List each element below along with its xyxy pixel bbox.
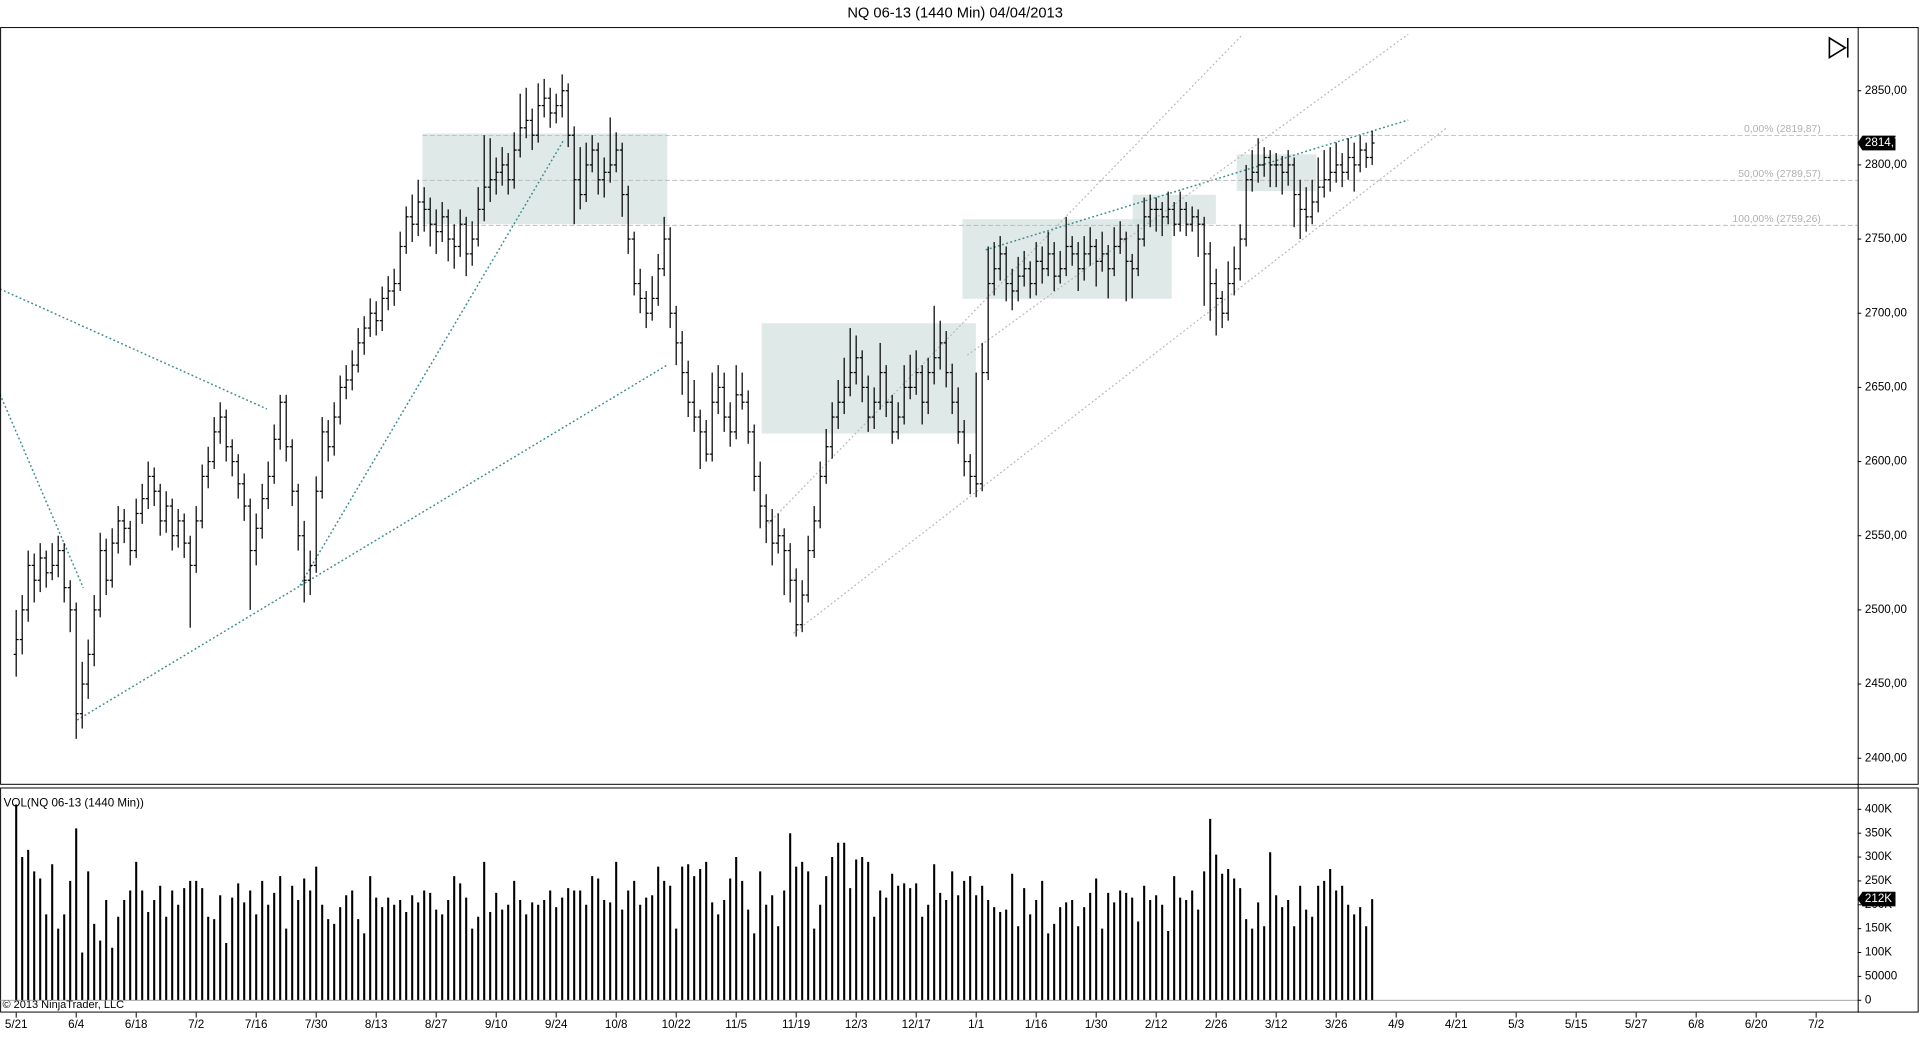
trend-line xyxy=(985,119,1409,251)
scroll-end-icon[interactable] xyxy=(1828,36,1849,59)
y-tick-label: 300K xyxy=(1865,850,1892,863)
y-tick-label: 2650,00 xyxy=(1865,380,1908,393)
x-tick-label: 6/8 xyxy=(1688,1018,1704,1031)
x-tick-label: 12/3 xyxy=(845,1018,868,1031)
trend-line xyxy=(0,288,268,410)
channel-line xyxy=(793,126,1448,634)
y-tick-label: 2550,00 xyxy=(1865,529,1908,542)
fib-label: 0,00% (2819,87) xyxy=(1744,124,1821,135)
y-tick-label: 250K xyxy=(1865,874,1892,887)
x-tick-label: 9/10 xyxy=(485,1018,508,1031)
price-bars xyxy=(13,74,1375,739)
last-volume-label: 212K xyxy=(1865,892,1892,905)
y-tick-label: 50000 xyxy=(1865,969,1898,982)
trend-line xyxy=(299,140,564,586)
x-tick-label: 10/22 xyxy=(662,1018,691,1031)
zone-box xyxy=(422,133,668,225)
y-tick-label: 400K xyxy=(1865,802,1892,815)
x-tick-label: 6/4 xyxy=(68,1018,85,1031)
x-tick-label: 2/26 xyxy=(1205,1018,1228,1031)
trend-line xyxy=(76,364,668,721)
fib-label: 50,00% (2789,57) xyxy=(1738,169,1821,180)
price-panel-frame xyxy=(0,27,1919,785)
zone-box xyxy=(962,219,1172,299)
x-tick-label: 6/18 xyxy=(125,1018,148,1031)
y-tick-label: 2700,00 xyxy=(1865,306,1908,319)
x-tick-label: 8/13 xyxy=(365,1018,388,1031)
trend-line xyxy=(0,394,84,589)
volume-title: VOL(NQ 06-13 (1440 Min)) xyxy=(4,796,144,809)
y-tick-label: 100K xyxy=(1865,946,1892,959)
y-tick-label: 2400,00 xyxy=(1865,751,1908,764)
y-tick-label: 2850,00 xyxy=(1865,84,1908,97)
x-tick-label: 3/26 xyxy=(1325,1018,1348,1031)
x-tick-label: 9/24 xyxy=(545,1018,568,1031)
x-tick-label: 5/15 xyxy=(1565,1018,1588,1031)
x-tick-label: 5/3 xyxy=(1508,1018,1524,1031)
x-tick-label: 4/21 xyxy=(1445,1018,1468,1031)
x-tick-label: 12/17 xyxy=(902,1018,931,1031)
x-tick-label: 1/30 xyxy=(1085,1018,1108,1031)
y-tick-label: 2750,00 xyxy=(1865,232,1908,245)
last-price-marker xyxy=(1857,135,1896,151)
y-tick-label: 2600,00 xyxy=(1865,455,1908,468)
x-tick-label: 5/27 xyxy=(1625,1018,1648,1031)
volume-bars xyxy=(15,804,1374,1001)
x-tick-label: 5/21 xyxy=(5,1018,28,1031)
copyright: © 2013 NinjaTrader, LLC xyxy=(2,999,124,1011)
y-tick-label: 0 xyxy=(1865,993,1872,1006)
x-tick-label: 6/20 xyxy=(1745,1018,1768,1031)
y-tick-label: 150K xyxy=(1865,922,1892,935)
channel-line xyxy=(764,33,1244,527)
x-tick-label: 11/19 xyxy=(782,1018,810,1031)
x-tick-label: 11/5 xyxy=(725,1018,747,1031)
x-tick-label: 10/8 xyxy=(605,1018,628,1031)
scroll-end-button[interactable] xyxy=(1826,35,1852,61)
x-tick-label: 1/1 xyxy=(968,1018,984,1031)
x-tick-label: 3/12 xyxy=(1265,1018,1288,1031)
x-tick-label: 8/27 xyxy=(425,1018,448,1031)
x-tick-label: 7/2 xyxy=(188,1018,204,1031)
x-tick-label: 2/12 xyxy=(1145,1018,1168,1031)
x-tick-label: 7/2 xyxy=(1808,1018,1824,1031)
last-volume-marker xyxy=(1857,891,1896,907)
y-tick-label: 350K xyxy=(1865,826,1892,839)
fib-label: 100,00% (2759,26) xyxy=(1732,214,1820,225)
channel-line xyxy=(966,33,1409,356)
y-tick-label: 2500,00 xyxy=(1865,603,1908,616)
last-price-label: 2814,75 xyxy=(1865,136,1907,149)
x-tick-label: 7/30 xyxy=(305,1018,328,1031)
x-tick-label: 4/9 xyxy=(1388,1018,1404,1031)
volume-panel-frame xyxy=(0,787,1919,1013)
chart-title: NQ 06-13 (1440 Min) 04/04/2013 xyxy=(847,5,1063,21)
x-tick-label: 1/16 xyxy=(1025,1018,1048,1031)
x-tick-label: 7/16 xyxy=(245,1018,268,1031)
y-tick-label: 2800,00 xyxy=(1865,158,1908,171)
y-tick-label: 2450,00 xyxy=(1865,677,1908,690)
